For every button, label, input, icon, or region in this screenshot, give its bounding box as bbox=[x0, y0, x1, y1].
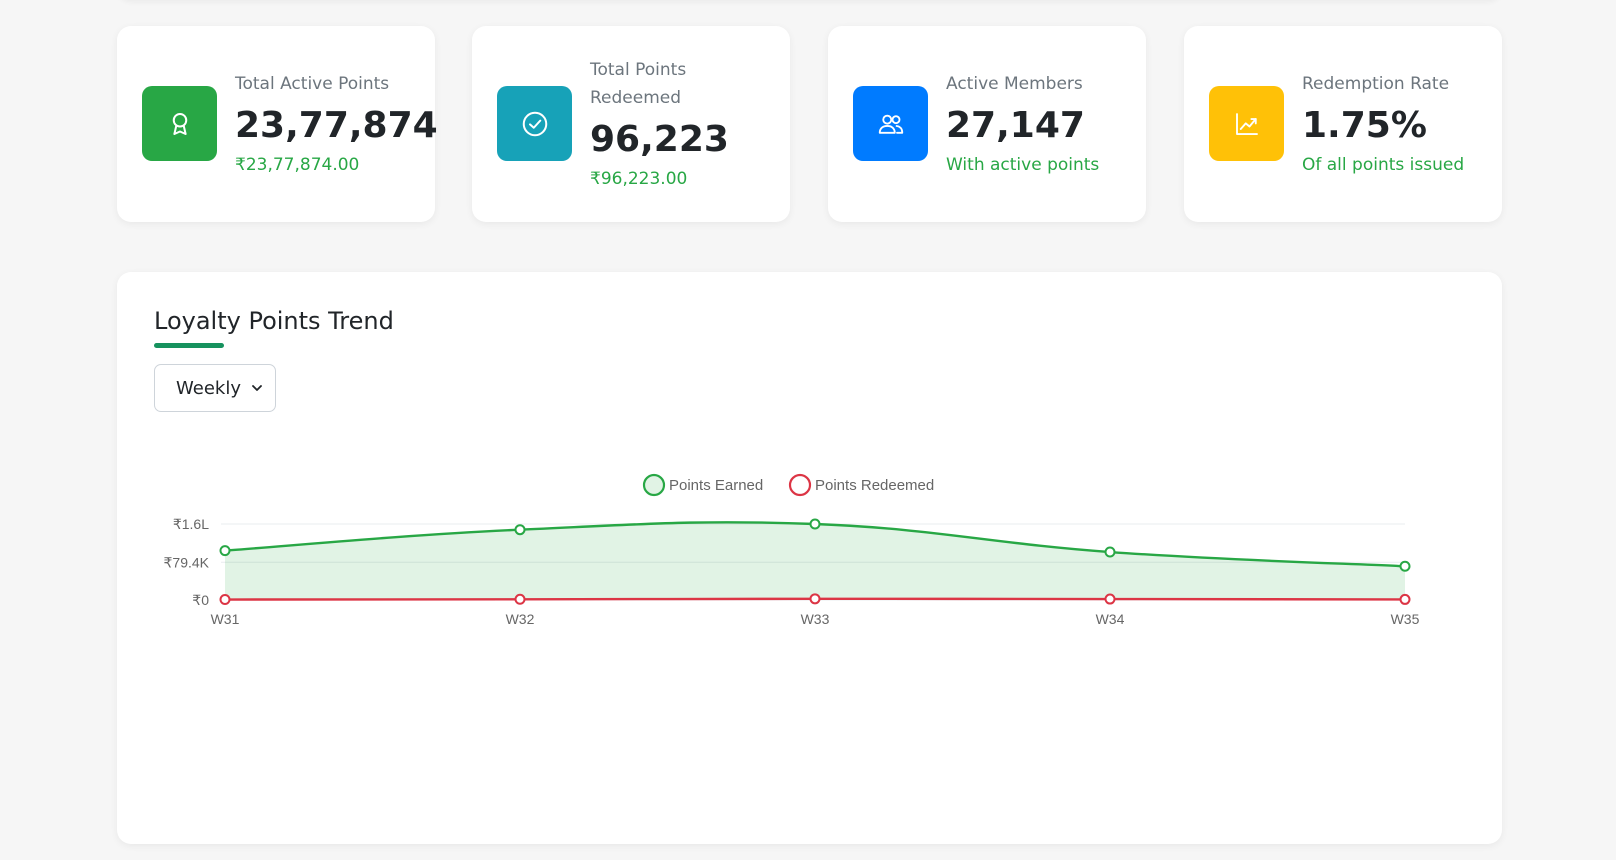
stat-label: Active Members bbox=[946, 74, 1083, 94]
title-underline bbox=[154, 343, 224, 348]
stat-subtext: ₹23,77,874.00 bbox=[235, 155, 360, 175]
x-tick-label: W33 bbox=[801, 611, 830, 627]
chevron-down-icon bbox=[252, 385, 262, 391]
stat-card-total-active-points: Total Active Points 23,77,874 ₹23,77,874… bbox=[117, 26, 438, 222]
points-redeemed-point bbox=[1399, 593, 1411, 605]
points-earned-point bbox=[809, 518, 821, 530]
legend-marker-points-redeemed bbox=[788, 473, 812, 497]
legend-marker-points-earned bbox=[642, 473, 666, 497]
stat-card-total-points-redeemed: Total Points Redeemed 96,223 ₹96,223.00 bbox=[472, 26, 790, 222]
points-redeemed-point bbox=[514, 593, 526, 605]
points-earned-point bbox=[1399, 560, 1411, 572]
period-select[interactable]: Weekly bbox=[154, 364, 276, 412]
check-circle-icon bbox=[497, 86, 572, 161]
x-tick-label: W35 bbox=[1391, 611, 1420, 627]
legend-label-points-redeemed: Points Redeemed bbox=[815, 477, 934, 494]
x-tick-label: W34 bbox=[1096, 611, 1125, 627]
award-icon bbox=[142, 86, 217, 161]
stat-card-redemption-rate: Redemption Rate 1.75% Of all points issu… bbox=[1184, 26, 1502, 222]
points-earned-point bbox=[514, 524, 526, 536]
points-redeemed-point bbox=[219, 594, 231, 606]
stat-value: 23,77,874 bbox=[235, 105, 438, 146]
stat-value: 96,223 bbox=[590, 119, 729, 160]
x-tick-label: W32 bbox=[506, 611, 535, 627]
points-earned-area bbox=[225, 522, 1405, 600]
y-tick-label: ₹1.6L bbox=[173, 516, 209, 532]
stat-label: Redemption Rate bbox=[1302, 74, 1450, 94]
stat-value: 27,147 bbox=[946, 105, 1085, 146]
stat-card-active-members: Active Members 27,147 With active points bbox=[828, 26, 1146, 222]
x-tick-label: W31 bbox=[211, 611, 240, 627]
points-redeemed-point bbox=[1104, 593, 1116, 605]
stat-subtext: ₹96,223.00 bbox=[590, 169, 688, 189]
stat-subtext: Of all points issued bbox=[1302, 155, 1465, 175]
y-tick-label: ₹79.4K bbox=[164, 554, 210, 570]
y-tick-label: ₹0 bbox=[192, 592, 209, 608]
points-earned-point bbox=[1104, 546, 1116, 558]
trend-chart: ₹0 ₹79.4K ₹1.6L W31 W32 W33 W34 W35 Points Earne… bbox=[164, 473, 1420, 627]
stat-subtext: With active points bbox=[946, 155, 1100, 175]
stat-label: Total Points Redeemed bbox=[590, 60, 687, 108]
graph-up-icon bbox=[1209, 86, 1284, 161]
people-icon bbox=[853, 86, 928, 161]
period-select-value: Weekly bbox=[176, 377, 241, 399]
stat-label: Total Active Points bbox=[235, 74, 390, 94]
loyalty-points-trend-card: Loyalty Points Trend Weekly ₹0 ₹79.4K ₹1.6… bbox=[117, 272, 1502, 844]
chart-title: Loyalty Points Trend bbox=[154, 307, 394, 335]
stat-value: 1.75% bbox=[1302, 105, 1427, 146]
points-redeemed-point bbox=[809, 593, 821, 605]
points-earned-point bbox=[219, 545, 231, 557]
legend-label-points-earned: Points Earned bbox=[669, 477, 763, 494]
